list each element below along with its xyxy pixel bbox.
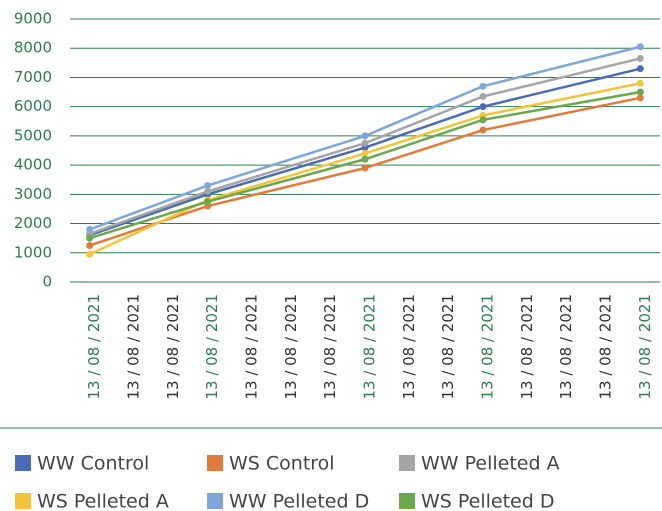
data-point <box>86 234 94 242</box>
y-tick-label: 1000 <box>14 243 52 261</box>
legend-swatch <box>207 493 223 509</box>
data-point <box>479 92 487 100</box>
x-tick-label: 13 / 08 / 2021 <box>321 294 339 400</box>
legend-label: WS Pelleted D <box>421 491 554 511</box>
legend-label: WW Pelleted D <box>229 491 369 511</box>
data-point <box>479 103 487 111</box>
x-tick-label: 13 / 08 / 2021 <box>557 294 575 400</box>
data-point <box>361 164 369 172</box>
legend-label: WS Control <box>229 453 335 475</box>
legend-swatch <box>399 493 415 509</box>
x-tick-label: 13 / 08 / 2021 <box>164 294 182 400</box>
data-point <box>636 65 644 73</box>
legend-label: WS Pelleted A <box>37 491 169 511</box>
x-tick-label: 13 / 08 / 2021 <box>243 294 261 400</box>
x-tick-label: 13 / 08 / 2021 <box>400 294 418 400</box>
y-tick-label: 6000 <box>14 97 52 115</box>
legend-swatch <box>15 493 31 509</box>
y-tick-label: 7000 <box>14 68 52 86</box>
x-tick-label: 13 / 08 / 2021 <box>282 294 300 400</box>
data-point <box>636 79 644 87</box>
data-point <box>204 187 212 195</box>
x-tick-label: 13 / 08 / 2021 <box>361 294 379 400</box>
data-point <box>86 250 94 258</box>
data-point <box>479 82 487 90</box>
legend-swatch <box>15 455 31 471</box>
data-point <box>204 182 212 190</box>
y-tick-label: 2000 <box>14 214 52 232</box>
x-tick-label: 13 / 08 / 2021 <box>636 294 654 400</box>
y-tick-label: 0 <box>42 273 52 291</box>
x-tick-label: 13 / 08 / 2021 <box>518 294 536 400</box>
data-point <box>86 241 94 249</box>
y-tick-label: 9000 <box>14 10 52 28</box>
x-tick-label: 13 / 08 / 2021 <box>439 294 457 400</box>
x-tick-label: 13 / 08 / 2021 <box>203 294 221 400</box>
x-tick-label: 13 / 08 / 2021 <box>597 294 615 400</box>
data-point <box>86 225 94 233</box>
legend-label: WW Control <box>37 453 149 475</box>
data-point <box>361 132 369 140</box>
y-tick-label: 4000 <box>14 156 52 174</box>
data-point <box>636 94 644 102</box>
y-tick-label: 3000 <box>14 185 52 203</box>
data-point <box>479 116 487 124</box>
data-point <box>204 198 212 206</box>
legend-swatch <box>399 455 415 471</box>
x-tick-label: 13 / 08 / 2021 <box>479 294 497 400</box>
legend-label: WW Pelleted A <box>421 453 560 475</box>
x-tick-label: 13 / 08 / 2021 <box>85 294 103 400</box>
data-point <box>636 88 644 96</box>
data-point <box>636 43 644 51</box>
data-point <box>636 54 644 62</box>
data-point <box>479 126 487 134</box>
data-point <box>361 155 369 163</box>
x-tick-label: 13 / 08 / 2021 <box>125 294 143 400</box>
data-point <box>361 139 369 147</box>
y-tick-label: 8000 <box>14 39 52 57</box>
data-point <box>361 149 369 157</box>
y-tick-label: 5000 <box>14 126 52 144</box>
legend-swatch <box>207 455 223 471</box>
